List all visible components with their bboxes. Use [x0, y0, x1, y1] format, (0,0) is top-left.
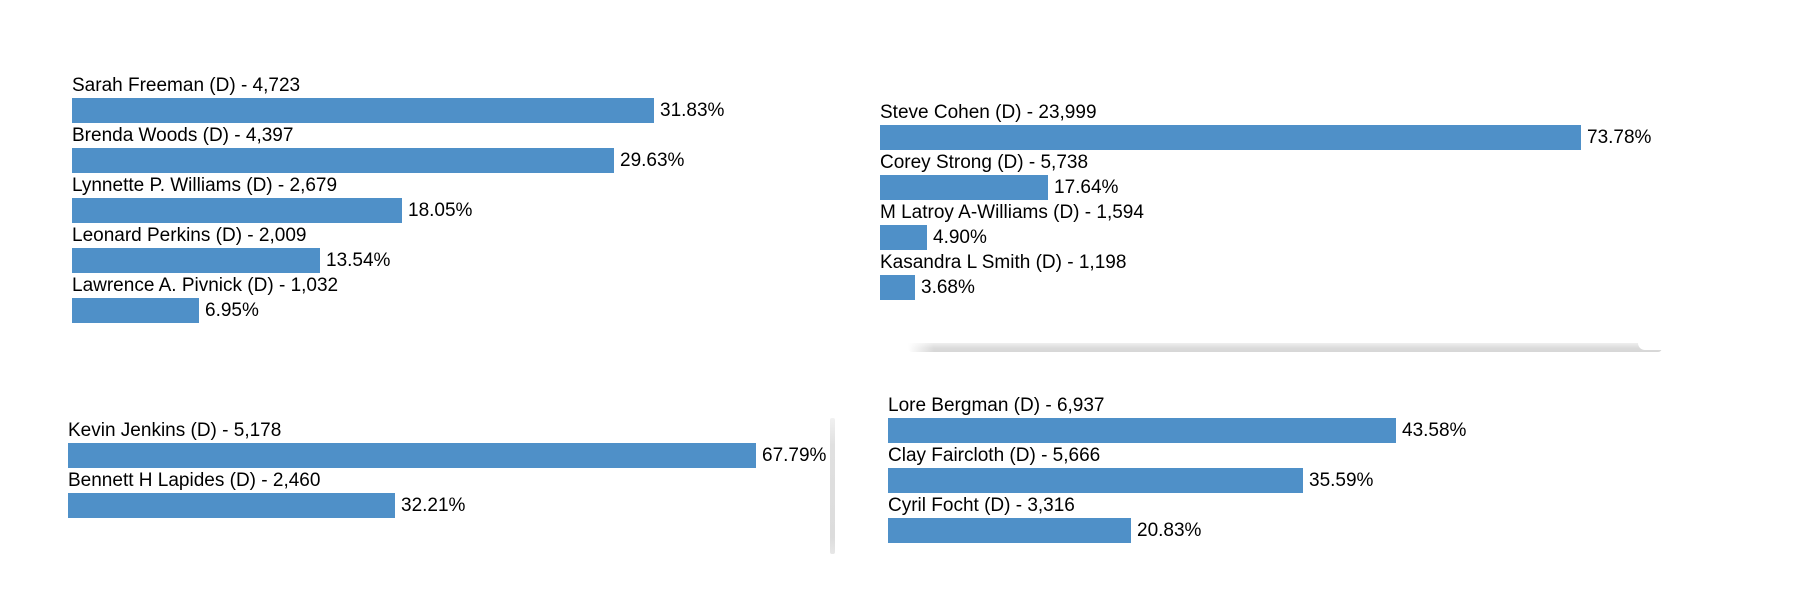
candidate-label: Cyril Focht (D) - 3,316 [888, 495, 1075, 516]
bar-line: 13.54% [72, 248, 812, 273]
bar-row: Steve Cohen (D) - 23,999 73.78% [880, 100, 1670, 150]
bar-line: 29.63% [72, 148, 812, 173]
bar-row: Clay Faircloth (D) - 5,666 35.59% [888, 443, 1628, 493]
candidate-label: M Latroy A-Williams (D) - 1,594 [880, 202, 1144, 223]
result-bar [68, 493, 395, 518]
candidate-label: Sarah Freeman (D) - 4,723 [72, 75, 301, 96]
card-right-shadow [830, 418, 835, 554]
bar-row: Brenda Woods (D) - 4,397 29.63% [72, 123, 812, 173]
candidate-label: Clay Faircloth (D) - 5,666 [888, 445, 1101, 466]
candidate-label: Corey Strong (D) - 5,738 [880, 152, 1089, 173]
candidate-label: Brenda Woods (D) - 4,397 [72, 125, 294, 146]
bar-row: Lawrence A. Pivnick (D) - 1,032 6.95% [72, 273, 812, 323]
result-bar [72, 298, 199, 323]
percent-label: 43.58% [1402, 420, 1467, 441]
result-bar [880, 125, 1581, 150]
results-chart-bottom-left: Kevin Jenkins (D) - 5,178 67.79% Bennett H… [68, 418, 828, 518]
result-bar [888, 518, 1131, 543]
bar-line: 32.21% [68, 493, 828, 518]
candidate-label: Steve Cohen (D) - 23,999 [880, 102, 1097, 123]
results-chart-top-right: Steve Cohen (D) - 23,999 73.78% Corey Stro… [880, 100, 1670, 300]
card-bottom-shadow [908, 343, 1662, 352]
percent-label: 3.68% [921, 277, 975, 298]
candidate-label: Kevin Jenkins (D) - 5,178 [68, 420, 282, 441]
bar-line: 18.05% [72, 198, 812, 223]
result-bar [72, 98, 654, 123]
percent-label: 35.59% [1309, 470, 1374, 491]
result-bar [72, 248, 320, 273]
bar-line: 43.58% [888, 418, 1628, 443]
bar-line: 67.79% [68, 443, 828, 468]
result-bar [72, 148, 614, 173]
percent-label: 17.64% [1054, 177, 1119, 198]
bar-row: Kevin Jenkins (D) - 5,178 67.79% [68, 418, 828, 468]
bar-line: 4.90% [880, 225, 1670, 250]
percent-label: 13.54% [326, 250, 391, 271]
percent-label: 31.83% [660, 100, 725, 121]
percent-label: 67.79% [762, 445, 827, 466]
bar-line: 20.83% [888, 518, 1628, 543]
bar-row: Lore Bergman (D) - 6,937 43.58% [888, 393, 1628, 443]
result-bar [880, 275, 915, 300]
bar-row: Lynnette P. Williams (D) - 2,679 18.05% [72, 173, 812, 223]
candidate-label: Lynnette P. Williams (D) - 2,679 [72, 175, 338, 196]
candidate-label: Lore Bergman (D) - 6,937 [888, 395, 1105, 416]
candidate-label: Bennett H Lapides (D) - 2,460 [68, 470, 321, 491]
percent-label: 73.78% [1587, 127, 1652, 148]
candidate-label: Kasandra L Smith (D) - 1,198 [880, 252, 1127, 273]
bar-row: Kasandra L Smith (D) - 1,198 3.68% [880, 250, 1670, 300]
result-bar [72, 198, 402, 223]
bar-line: 31.83% [72, 98, 812, 123]
bar-line: 17.64% [880, 175, 1670, 200]
bar-row: Corey Strong (D) - 5,738 17.64% [880, 150, 1670, 200]
bar-row: Leonard Perkins (D) - 2,009 13.54% [72, 223, 812, 273]
result-bar [880, 175, 1048, 200]
result-bar [68, 443, 756, 468]
result-bar [888, 418, 1396, 443]
bar-line: 3.68% [880, 275, 1670, 300]
bar-line: 73.78% [880, 125, 1670, 150]
percent-label: 18.05% [408, 200, 473, 221]
bar-line: 35.59% [888, 468, 1628, 493]
result-bar [880, 225, 927, 250]
bar-line: 6.95% [72, 298, 812, 323]
candidate-label: Lawrence A. Pivnick (D) - 1,032 [72, 275, 339, 296]
bar-row: M Latroy A-Williams (D) - 1,594 4.90% [880, 200, 1670, 250]
percent-label: 6.95% [205, 300, 259, 321]
percent-label: 32.21% [401, 495, 466, 516]
bar-row: Bennett H Lapides (D) - 2,460 32.21% [68, 468, 828, 518]
percent-label: 20.83% [1137, 520, 1202, 541]
bar-row: Cyril Focht (D) - 3,316 20.83% [888, 493, 1628, 543]
candidate-label: Leonard Perkins (D) - 2,009 [72, 225, 307, 246]
bar-row: Sarah Freeman (D) - 4,723 31.83% [72, 73, 812, 123]
results-chart-top-left: Sarah Freeman (D) - 4,723 31.83% Brenda Wo… [72, 73, 812, 323]
percent-label: 4.90% [933, 227, 987, 248]
percent-label: 29.63% [620, 150, 685, 171]
result-bar [888, 468, 1303, 493]
results-chart-bottom-right: Lore Bergman (D) - 6,937 43.58% Clay Fairc… [888, 393, 1628, 543]
